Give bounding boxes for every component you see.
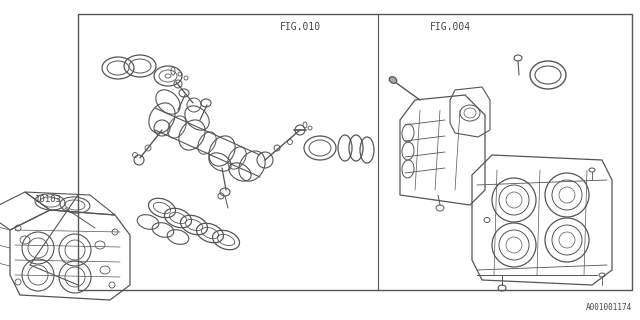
Text: 10103: 10103 <box>35 195 62 204</box>
Ellipse shape <box>389 77 397 83</box>
Text: FIG.004: FIG.004 <box>430 22 471 32</box>
Text: FIG.010: FIG.010 <box>280 22 321 32</box>
Text: A001001174: A001001174 <box>586 303 632 312</box>
Bar <box>78 14 632 290</box>
